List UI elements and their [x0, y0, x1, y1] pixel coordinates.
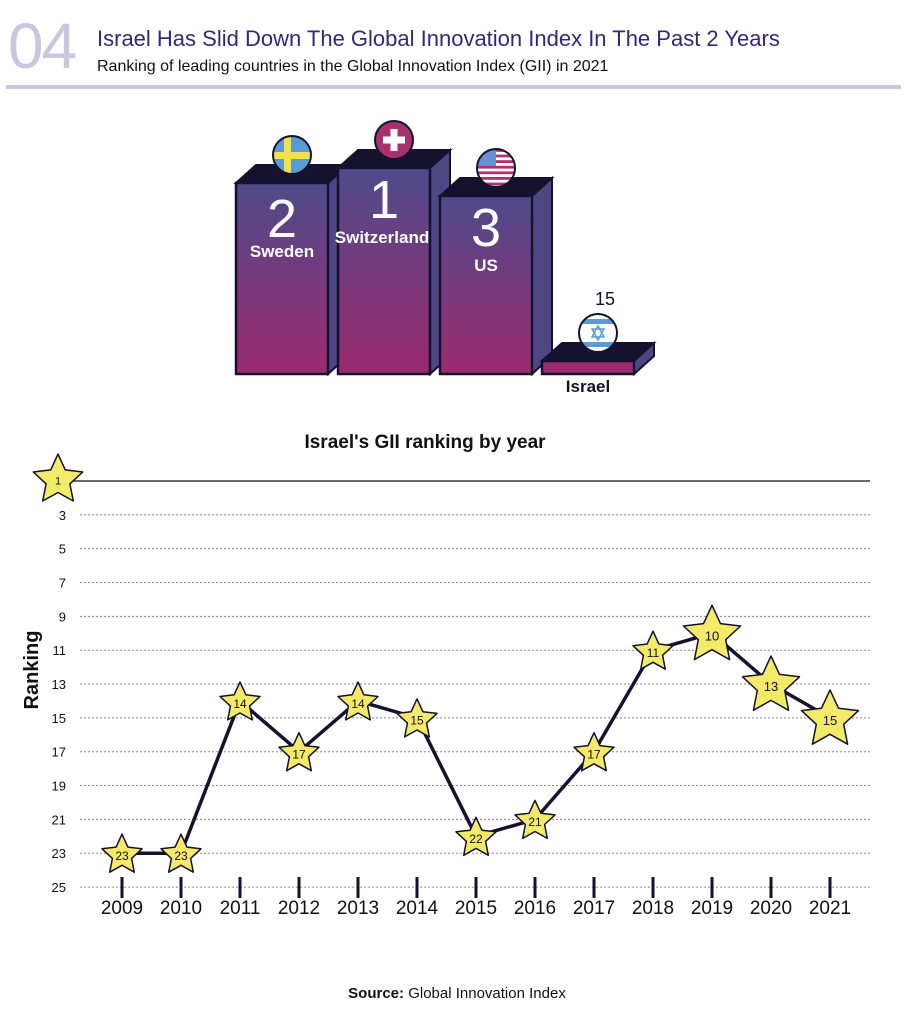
- x-tick-label: 2021: [809, 898, 851, 919]
- star-label: 15: [823, 713, 837, 728]
- data-point-2019: 10: [682, 604, 742, 661]
- podium-country: Israel: [566, 377, 610, 396]
- star-label: 10: [705, 628, 719, 643]
- star-icon: [741, 655, 801, 712]
- y-tick-label: 25: [52, 880, 66, 895]
- podium-front: [540, 359, 636, 376]
- star-icon: [514, 799, 556, 840]
- podium-israel: 15 Israel: [539, 289, 657, 396]
- star-label: 11: [647, 646, 660, 660]
- star-icon: [632, 630, 674, 670]
- us-flag-icon: [476, 148, 516, 188]
- podium-rank: 15: [595, 289, 615, 309]
- podium-us: 3US: [437, 148, 555, 377]
- data-point-2009: 23: [101, 833, 143, 873]
- data-point-2021: 15: [800, 689, 860, 745]
- podium-side: [531, 175, 553, 377]
- star-label: 17: [587, 748, 601, 762]
- y-tick-label: 23: [52, 846, 66, 861]
- star-label: 17: [292, 748, 306, 762]
- source-note: Source: Global Innovation Index: [0, 985, 914, 1002]
- data-point-2011: 14: [219, 681, 261, 721]
- y-tick-label: 11: [53, 643, 67, 658]
- y-tick-label: 5: [59, 542, 66, 557]
- data-point-2017: 17: [573, 731, 615, 772]
- star-label: 22: [469, 832, 483, 846]
- star-icon: [32, 453, 84, 502]
- x-tick-label: 2019: [691, 898, 733, 919]
- source-text: Global Innovation Index: [408, 985, 566, 1002]
- x-tick-label: 2010: [160, 898, 202, 919]
- podium-front: [234, 181, 330, 376]
- x-tick-label: 2009: [101, 898, 143, 919]
- podium-front: [336, 166, 432, 376]
- page-subtitle: Ranking of leading countries in the Glob…: [97, 58, 609, 75]
- y-axis-label: Ranking: [21, 631, 43, 710]
- star-icon: [573, 731, 615, 772]
- data-point-2014: 15: [396, 698, 438, 738]
- star-label: 21: [528, 815, 542, 829]
- x-tick-label: 2015: [455, 898, 497, 919]
- x-tick-label: 2014: [396, 898, 439, 919]
- x-tick-label: 2020: [750, 898, 792, 919]
- data-point-2012: 17: [278, 731, 320, 772]
- star-icon: [455, 816, 497, 857]
- page-title: Israel Has Slid Down The Global Innovati…: [97, 26, 780, 51]
- source-label: Source:: [348, 985, 405, 1002]
- x-tick-label: 2011: [220, 898, 261, 919]
- podium-front: [438, 194, 534, 376]
- star-icon: [101, 833, 143, 873]
- star-label: 14: [351, 697, 365, 711]
- x-tick-label: 2016: [514, 898, 556, 919]
- star-label: 15: [410, 714, 424, 728]
- section-number: 04: [8, 10, 77, 82]
- x-tick-label: 2017: [573, 898, 615, 919]
- x-tick-label: 2012: [278, 898, 320, 919]
- podium-country: US: [474, 256, 498, 275]
- star-icon: [396, 698, 438, 738]
- star-label: 1: [55, 475, 61, 487]
- israel-flag-icon: [578, 313, 618, 353]
- switzerland-flag-icon: [374, 120, 414, 160]
- sweden-flag-icon: [272, 135, 312, 175]
- chart-title: Israel's GII ranking by year: [304, 432, 546, 453]
- y-tick-label: 15: [52, 711, 66, 726]
- star-icon: [278, 731, 320, 772]
- data-point-2016: 21: [514, 799, 556, 840]
- rank-1-star: 1: [32, 453, 84, 502]
- x-tick-label: 2013: [337, 898, 379, 919]
- podium-rank: 3: [471, 198, 501, 258]
- y-tick-label: 21: [52, 812, 66, 827]
- podium-country: Switzerland: [335, 228, 429, 247]
- star-label: 23: [115, 849, 129, 863]
- y-tick-label: 3: [59, 508, 66, 523]
- y-tick-label: 9: [59, 609, 66, 624]
- podium-rank: 1: [369, 170, 399, 230]
- star-icon: [337, 681, 379, 721]
- star-label: 14: [233, 697, 247, 711]
- y-tick-label: 13: [52, 677, 66, 692]
- y-tick-label: 17: [52, 745, 66, 760]
- data-point-2010: 23: [160, 833, 202, 873]
- star-label: 13: [764, 679, 778, 694]
- star-icon: [219, 681, 261, 721]
- star-icon: [160, 833, 202, 873]
- data-point-2015: 22: [455, 816, 497, 857]
- header-divider: [6, 85, 901, 89]
- star-icon: [800, 689, 860, 745]
- star-label: 23: [174, 849, 188, 863]
- x-tick-label: 2018: [632, 898, 674, 919]
- data-point-2013: 14: [337, 681, 379, 721]
- podium-rank: 2: [267, 189, 297, 249]
- y-tick-label: 19: [52, 779, 66, 794]
- podium-country: Sweden: [250, 242, 314, 261]
- y-tick-label: 7: [59, 576, 66, 591]
- data-point-2020: 13: [741, 655, 801, 712]
- star-icon: [682, 604, 742, 661]
- data-point-2018: 11: [632, 630, 674, 670]
